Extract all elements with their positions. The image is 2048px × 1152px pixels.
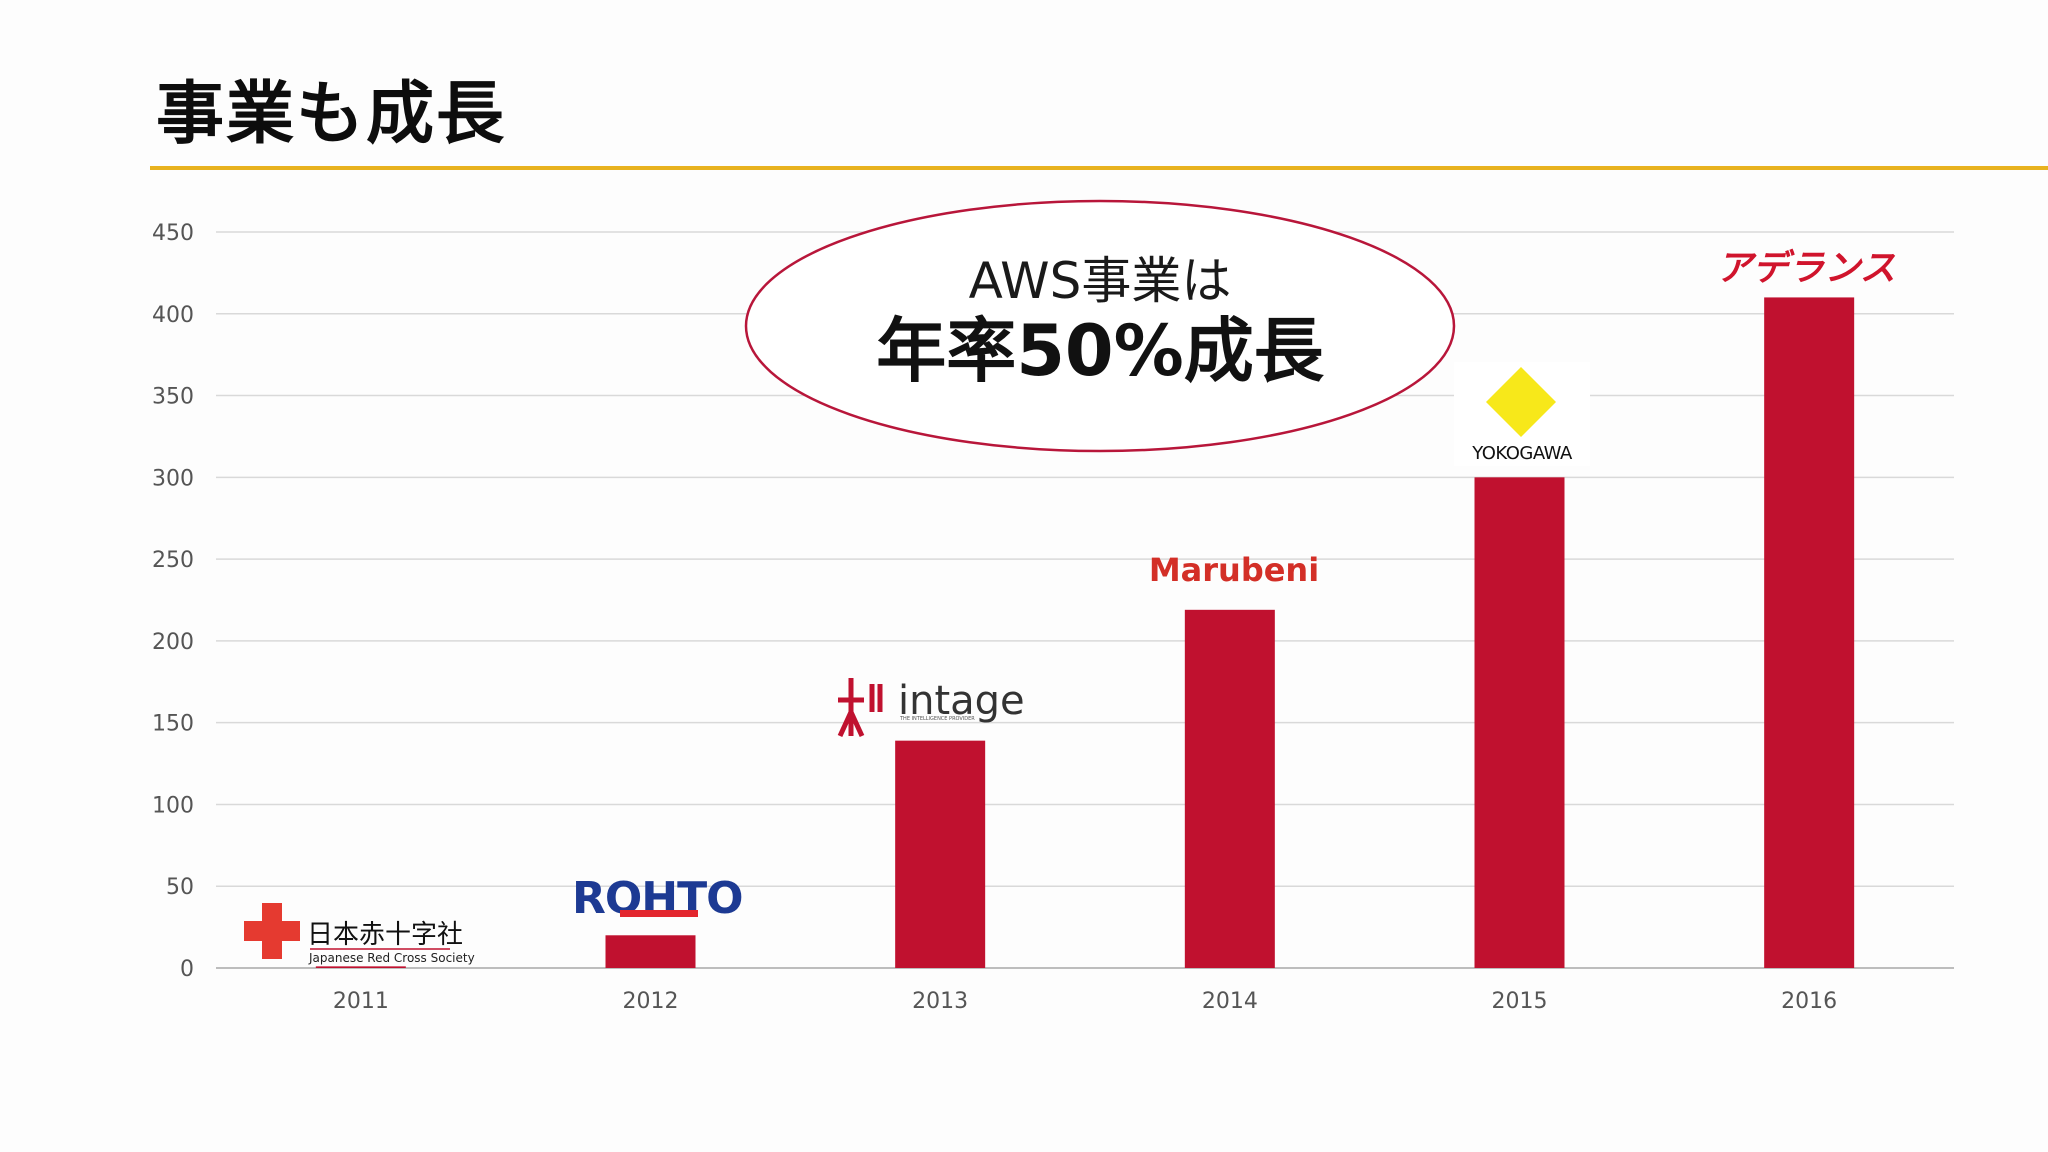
y-tick-label: 150 <box>152 712 194 737</box>
x-tick-label: 2011 <box>333 989 389 1014</box>
marubeni-logo-text: Marubeni <box>1149 551 1319 589</box>
redcross-logo-text: 日本赤十字社 <box>307 920 463 950</box>
growth-callout: AWS事業は 年率50%成長 <box>744 199 1456 453</box>
y-axis-ticks: 0 50 100 150 200 250 300 350 400 450 <box>152 221 194 982</box>
bar-2011 <box>315 966 406 968</box>
title-underline <box>150 166 2048 170</box>
y-tick-label: 400 <box>152 303 194 328</box>
x-tick-label: 2015 <box>1492 989 1548 1014</box>
logo-aderans: アデランス <box>1716 248 1895 289</box>
x-tick-label: 2013 <box>912 989 968 1014</box>
callout-line2: 年率50%成長 <box>876 310 1325 392</box>
logo-redcross: 日本赤十字社 Japanese Red Cross Society <box>244 903 475 965</box>
bar-2012 <box>605 935 696 968</box>
bar-2014 <box>1184 609 1275 968</box>
logo-marubeni: Marubeni <box>1149 551 1319 589</box>
x-tick-label: 2012 <box>623 989 679 1014</box>
y-tick-label: 250 <box>152 548 194 573</box>
y-tick-label: 100 <box>152 793 194 818</box>
bar-2013 <box>895 740 986 968</box>
y-tick-label: 200 <box>152 630 194 655</box>
y-tick-label: 350 <box>152 385 194 410</box>
redcross-logo-subtext: Japanese Red Cross Society <box>308 951 475 965</box>
yokogawa-diamond-icon <box>1486 367 1556 437</box>
intage-mark-icon <box>837 678 883 738</box>
x-tick-label: 2014 <box>1202 989 1258 1014</box>
intage-logo-subtext: THE INTELLIGENCE PROVIDER <box>899 716 975 722</box>
bars <box>315 297 1855 968</box>
y-tick-label: 0 <box>180 957 194 982</box>
callout-ellipse <box>744 199 1456 453</box>
logo-rohto: ROHTO <box>572 873 744 924</box>
x-tick-label: 2016 <box>1781 989 1837 1014</box>
aderans-logo-text: アデランス <box>1716 248 1895 289</box>
x-axis-ticks: 2011 2012 2013 2014 2015 2016 <box>333 989 1837 1014</box>
yokogawa-logo-text: YOKOGAWA <box>1471 443 1573 464</box>
logo-intage: intage THE INTELLIGENCE PROVIDER <box>837 678 1025 738</box>
intage-logo-text: intage <box>898 678 1025 724</box>
y-tick-label: 450 <box>152 221 194 246</box>
bar-2016 <box>1764 297 1855 968</box>
page-title: 事業も成長 <box>156 75 507 154</box>
bar-2015 <box>1474 477 1565 968</box>
logo-yokogawa: YOKOGAWA <box>1454 362 1590 466</box>
y-tick-label: 300 <box>152 466 194 491</box>
y-tick-label: 50 <box>166 875 194 900</box>
callout-line1: AWS事業は <box>969 252 1232 310</box>
